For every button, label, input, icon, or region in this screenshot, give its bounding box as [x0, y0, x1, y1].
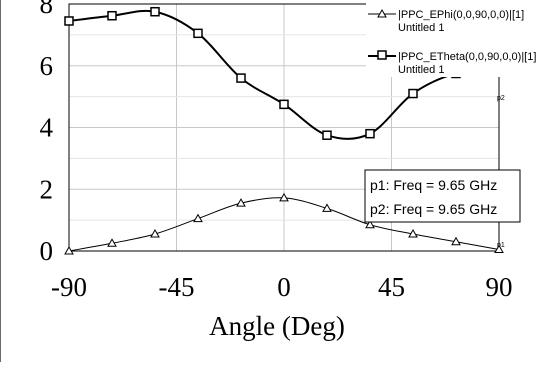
- data-point-triangle: [64, 245, 74, 255]
- data-point-square: [322, 130, 332, 140]
- data-point-triangle: [236, 198, 246, 207]
- legend-label-ephi: |PPC_EPhi(0,0,90,0,0)|[1]: [398, 9, 524, 21]
- legend-label-etheta: |PPC_ETheta(0,0,90,0,0)|[1]: [398, 51, 536, 63]
- x-axis-title: Angle (Deg): [209, 311, 345, 341]
- x-tick-label: 45: [378, 272, 405, 302]
- y-tick-label: 0: [40, 236, 54, 266]
- y-tick-label: 8: [40, 0, 54, 19]
- data-point-square: [365, 128, 375, 139]
- data-point-square: [107, 10, 117, 21]
- data-point-triangle: [408, 229, 418, 238]
- data-point-square: [193, 28, 203, 39]
- data-point-square: [64, 16, 74, 26]
- x-tick-label: -45: [159, 272, 195, 302]
- y-tick-label: 4: [40, 113, 54, 143]
- data-point-triangle: [279, 192, 289, 202]
- data-point-triangle: [150, 229, 160, 238]
- point-tag-p1: p1: [497, 242, 505, 249]
- x-tick-label: -90: [51, 272, 87, 302]
- legend-entry-ephi[interactable]: |PPC_EPhi(0,0,90,0,0)|[1] Untitled 1: [368, 8, 524, 34]
- plot-frame: [68, 3, 500, 252]
- legend[interactable]: |PPC_EPhi(0,0,90,0,0)|[1] Untitled 1 |PP…: [366, 3, 536, 77]
- x-tick-label: 90: [486, 272, 513, 302]
- marker-p1-text: p1: Freq = 9.65 GHz: [370, 177, 497, 193]
- data-point-triangle: [193, 213, 203, 223]
- x-tick-label: 0: [277, 272, 291, 302]
- marker-p2-text: p2: Freq = 9.65 GHz: [370, 201, 497, 217]
- data-point-triangle: [322, 203, 332, 212]
- data-point-triangle: [365, 219, 375, 229]
- tick-labels: -90 -45 0 45 90 0 2 4 6 8: [40, 0, 513, 302]
- data-point-square: [150, 6, 160, 17]
- data-point-square: [408, 88, 418, 99]
- legend-sublabel-ephi: Untitled 1: [398, 22, 444, 34]
- legend-background: [366, 3, 536, 77]
- legend-entry-etheta[interactable]: |PPC_ETheta(0,0,90,0,0)|[1] Untitled 1: [368, 50, 536, 76]
- data-point-square: [236, 73, 246, 83]
- y-tick-label: 6: [40, 51, 54, 81]
- marker-info-box[interactable]: p1: Freq = 9.65 GHz p2: Freq = 9.65 GHz: [364, 169, 521, 223]
- data-point-square: [279, 99, 289, 110]
- point-tag-p2: p2: [497, 95, 505, 102]
- y-tick-label: 2: [40, 174, 54, 204]
- data-point-triangle: [107, 238, 117, 247]
- data-point-triangle: [494, 244, 504, 253]
- data-point-triangle: [451, 236, 461, 246]
- square-marker-icon: [377, 50, 387, 60]
- marker-info-frame: [364, 169, 521, 223]
- triangle-marker-icon: [377, 8, 387, 18]
- legend-sublabel-etheta: Untitled 1: [398, 64, 444, 76]
